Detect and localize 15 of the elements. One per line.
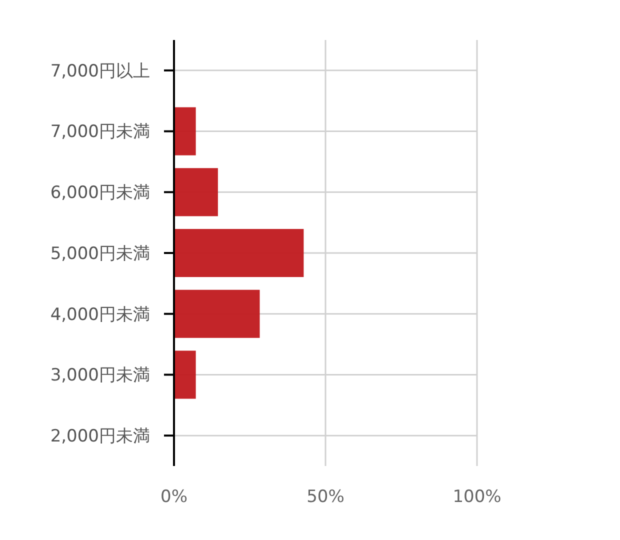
bar xyxy=(174,168,218,216)
y-tick-label: 5,000円未満 xyxy=(50,244,150,264)
bar xyxy=(174,228,304,278)
x-tick-label: 50% xyxy=(306,487,344,507)
y-tick-label: 7,000円以上 xyxy=(50,61,150,82)
y-tick-label: 2,000円未満 xyxy=(50,426,150,447)
y-tick-label: 3,000円未満 xyxy=(50,366,150,386)
x-tick-label: 100% xyxy=(452,487,502,507)
y-tick-label: 6,000円未満 xyxy=(50,183,150,204)
x-tick-label: 0% xyxy=(160,487,188,507)
y-tick-label: 4,000円未満 xyxy=(50,304,150,325)
bar xyxy=(174,107,196,156)
bar xyxy=(174,290,260,338)
y-tick-label: 7,000円未満 xyxy=(50,122,150,142)
bar xyxy=(174,350,196,399)
